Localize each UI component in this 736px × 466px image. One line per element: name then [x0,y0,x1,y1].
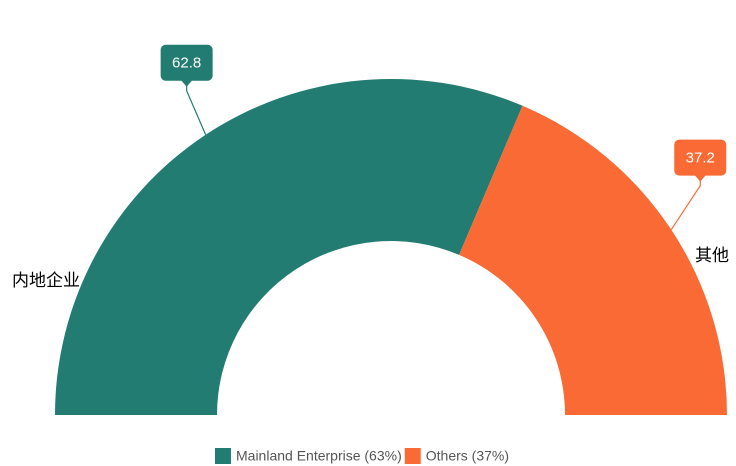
legend-label: Others (37%) [426,448,509,464]
legend-swatch [215,448,231,464]
leader-line [186,80,207,135]
data-label: 62.8 [172,55,201,72]
category-label: 其他 [695,246,729,266]
legend: Mainland Enterprise (63%) Others (37%) [215,448,509,464]
data-label: 37.2 [686,150,715,167]
legend-label: Mainland Enterprise (63%) [236,448,402,464]
data-label-box [160,44,213,81]
legend-swatch [404,448,421,464]
leader-line [670,175,701,230]
data-label-pointer [694,174,707,182]
category-label: 内地企业 [12,271,80,291]
data-label-box [674,139,727,176]
slice [55,79,523,415]
slice [459,105,727,416]
data-label-pointer [180,79,193,87]
